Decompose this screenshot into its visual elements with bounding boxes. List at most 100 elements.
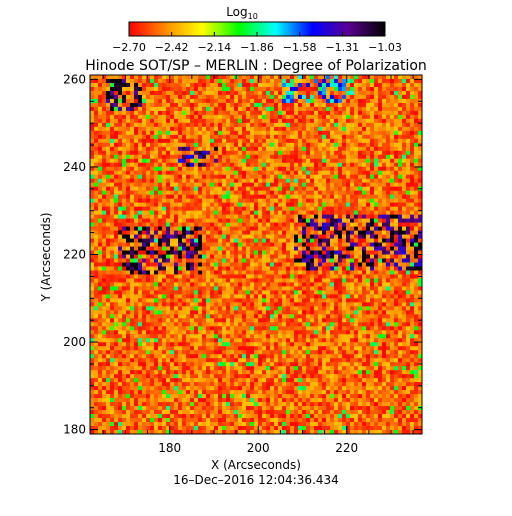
heatmap-cell [410,251,414,255]
heatmap-cell [254,143,258,147]
heatmap-cell [210,131,214,135]
heatmap-cell [382,231,386,235]
heatmap-cell [266,262,270,266]
heatmap-cell [162,107,166,111]
heatmap-cell [242,243,246,247]
heatmap-cell [314,131,318,135]
heatmap-cell [102,262,106,266]
heatmap-cell [110,123,114,127]
heatmap-cell [286,286,290,290]
heatmap-cell [190,187,194,191]
heatmap-cell [214,179,218,183]
heatmap-cell [122,227,126,231]
heatmap-cell [250,91,254,95]
heatmap-cell [190,310,194,314]
heatmap-cell [234,255,238,259]
heatmap-cell [202,103,206,107]
heatmap-cell [262,143,266,147]
heatmap-cell [258,262,262,266]
heatmap-cell [362,274,366,278]
heatmap-cell [310,147,314,151]
heatmap-cell [166,219,170,223]
heatmap-cell [210,123,214,127]
heatmap-cell [230,211,234,215]
chart-title: Hinode SOT/SP – MERLIN : Degree of Polar… [85,58,427,74]
heatmap-cell [250,167,254,171]
heatmap-cell [374,151,378,155]
heatmap-cell [174,99,178,103]
heatmap-cell [106,131,110,135]
heatmap-cell [286,91,290,95]
heatmap-cell [90,282,94,286]
heatmap-cell [178,107,182,111]
heatmap-cell [278,151,282,155]
heatmap-cell [150,243,154,247]
heatmap-cell [306,290,310,294]
heatmap-cell [134,219,138,223]
heatmap-cell [222,83,226,87]
heatmap-cell [390,290,394,294]
heatmap-cell [202,239,206,243]
heatmap-cell [278,290,282,294]
heatmap-cell [162,75,166,79]
heatmap-cell [378,235,382,239]
heatmap-cell [110,147,114,151]
heatmap-cell [310,151,314,155]
heatmap-cell [294,310,298,314]
heatmap-cell [346,163,350,167]
heatmap-cell [210,95,214,99]
heatmap-cell [246,239,250,243]
heatmap-cell [338,251,342,255]
heatmap-cell [234,135,238,139]
heatmap-cell [266,223,270,227]
heatmap-cell [142,143,146,147]
heatmap-cell [290,171,294,175]
heatmap-cell [194,211,198,215]
heatmap-cell [202,195,206,199]
heatmap-cell [382,290,386,294]
heatmap-cell [130,306,134,310]
heatmap-cell [210,107,214,111]
heatmap-cell [266,171,270,175]
heatmap-cell [226,167,230,171]
heatmap-cell [334,115,338,119]
heatmap-cell [290,83,294,87]
heatmap-cell [90,286,94,290]
heatmap-cell [118,91,122,95]
heatmap-cell [346,91,350,95]
heatmap-cell [350,239,354,243]
heatmap-cell [118,171,122,175]
heatmap-cell [290,243,294,247]
heatmap-cell [278,207,282,211]
heatmap-cell [386,147,390,151]
heatmap-cell [150,79,154,83]
heatmap-cell [394,251,398,255]
heatmap-cell [158,251,162,255]
heatmap-cell [378,135,382,139]
heatmap-cell [110,171,114,175]
heatmap-cell [234,151,238,155]
heatmap-cell [250,247,254,251]
heatmap-cell [402,83,406,87]
heatmap-cell [174,107,178,111]
heatmap-cell [230,255,234,259]
heatmap-cell [278,235,282,239]
heatmap-cell [258,155,262,159]
heatmap-cell [282,286,286,290]
heatmap-cell [374,107,378,111]
heatmap-cell [298,195,302,199]
heatmap-cell [214,251,218,255]
heatmap-cell [406,99,410,103]
heatmap-cell [150,227,154,231]
heatmap-cell [366,239,370,243]
heatmap-cell [286,270,290,274]
heatmap-cell [298,131,302,135]
heatmap-cell [122,99,126,103]
heatmap-cell [130,167,134,171]
heatmap-cell [406,278,410,282]
heatmap-cell [374,306,378,310]
heatmap-cell [306,111,310,115]
heatmap-cell [290,135,294,139]
heatmap-cell [134,163,138,167]
heatmap-cell [238,95,242,99]
